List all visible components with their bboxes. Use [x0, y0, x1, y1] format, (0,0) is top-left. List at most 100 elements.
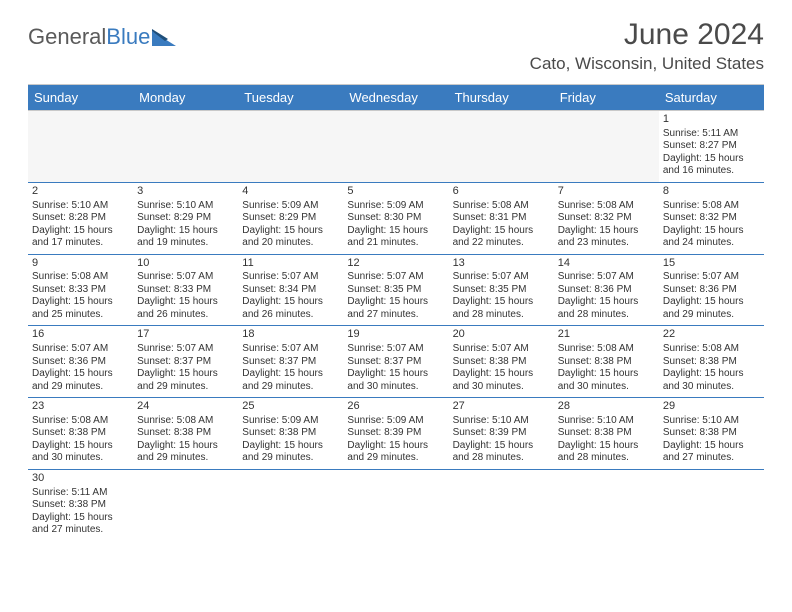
- daylight-line: Daylight: 15 hours and 27 minutes.: [347, 296, 444, 321]
- sunrise-line: Sunrise: 5:10 AM: [32, 200, 129, 213]
- calendar-week: 30Sunrise: 5:11 AMSunset: 8:38 PMDayligh…: [28, 470, 764, 541]
- day-number: 21: [558, 328, 655, 342]
- calendar-day-empty: [238, 470, 343, 541]
- weekday-header: Wednesday: [343, 85, 448, 110]
- weekday-header: Friday: [554, 85, 659, 110]
- sunrise-line: Sunrise: 5:10 AM: [453, 415, 550, 428]
- sunset-line: Sunset: 8:39 PM: [347, 427, 444, 440]
- calendar-day: 9Sunrise: 5:08 AMSunset: 8:33 PMDaylight…: [28, 255, 133, 326]
- sunrise-line: Sunrise: 5:08 AM: [32, 415, 129, 428]
- daylight-line: Daylight: 15 hours and 28 minutes.: [453, 296, 550, 321]
- sunset-line: Sunset: 8:38 PM: [453, 356, 550, 369]
- calendar-day: 24Sunrise: 5:08 AMSunset: 8:38 PMDayligh…: [133, 398, 238, 469]
- calendar-day: 25Sunrise: 5:09 AMSunset: 8:38 PMDayligh…: [238, 398, 343, 469]
- day-number: 22: [663, 328, 760, 342]
- calendar-day-empty: [343, 470, 448, 541]
- sunrise-line: Sunrise: 5:09 AM: [347, 200, 444, 213]
- calendar: SundayMondayTuesdayWednesdayThursdayFrid…: [28, 84, 764, 541]
- day-number: 18: [242, 328, 339, 342]
- sunset-line: Sunset: 8:37 PM: [347, 356, 444, 369]
- day-number: 20: [453, 328, 550, 342]
- daylight-line: Daylight: 15 hours and 29 minutes.: [32, 368, 129, 393]
- sunset-line: Sunset: 8:38 PM: [558, 356, 655, 369]
- sunset-line: Sunset: 8:35 PM: [453, 284, 550, 297]
- calendar-day: 28Sunrise: 5:10 AMSunset: 8:38 PMDayligh…: [554, 398, 659, 469]
- calendar-day-empty: [238, 111, 343, 182]
- sunrise-line: Sunrise: 5:07 AM: [137, 343, 234, 356]
- day-number: 12: [347, 257, 444, 271]
- sunset-line: Sunset: 8:34 PM: [242, 284, 339, 297]
- daylight-line: Daylight: 15 hours and 16 minutes.: [663, 153, 760, 178]
- calendar-day: 10Sunrise: 5:07 AMSunset: 8:33 PMDayligh…: [133, 255, 238, 326]
- day-number: 6: [453, 185, 550, 199]
- sunset-line: Sunset: 8:37 PM: [242, 356, 339, 369]
- weekday-header: Monday: [133, 85, 238, 110]
- daylight-line: Daylight: 15 hours and 29 minutes.: [137, 440, 234, 465]
- sunrise-line: Sunrise: 5:10 AM: [558, 415, 655, 428]
- calendar-day-empty: [659, 470, 764, 541]
- sunrise-line: Sunrise: 5:07 AM: [137, 271, 234, 284]
- day-number: 16: [32, 328, 129, 342]
- sunset-line: Sunset: 8:38 PM: [32, 427, 129, 440]
- day-number: 8: [663, 185, 760, 199]
- sunrise-line: Sunrise: 5:07 AM: [347, 271, 444, 284]
- calendar-day: 12Sunrise: 5:07 AMSunset: 8:35 PMDayligh…: [343, 255, 448, 326]
- day-number: 11: [242, 257, 339, 271]
- sunrise-line: Sunrise: 5:11 AM: [32, 487, 129, 500]
- calendar-day: 19Sunrise: 5:07 AMSunset: 8:37 PMDayligh…: [343, 326, 448, 397]
- calendar-day: 13Sunrise: 5:07 AMSunset: 8:35 PMDayligh…: [449, 255, 554, 326]
- sunrise-line: Sunrise: 5:07 AM: [453, 271, 550, 284]
- sunrise-line: Sunrise: 5:07 AM: [453, 343, 550, 356]
- daylight-line: Daylight: 15 hours and 29 minutes.: [663, 296, 760, 321]
- calendar-day: 27Sunrise: 5:10 AMSunset: 8:39 PMDayligh…: [449, 398, 554, 469]
- daylight-line: Daylight: 15 hours and 22 minutes.: [453, 225, 550, 250]
- calendar-day: 1Sunrise: 5:11 AMSunset: 8:27 PMDaylight…: [659, 111, 764, 182]
- sunset-line: Sunset: 8:29 PM: [242, 212, 339, 225]
- sunrise-line: Sunrise: 5:07 AM: [242, 271, 339, 284]
- calendar-day: 15Sunrise: 5:07 AMSunset: 8:36 PMDayligh…: [659, 255, 764, 326]
- calendar-day: 8Sunrise: 5:08 AMSunset: 8:32 PMDaylight…: [659, 183, 764, 254]
- weekday-header: Tuesday: [238, 85, 343, 110]
- daylight-line: Daylight: 15 hours and 27 minutes.: [32, 512, 129, 537]
- sunrise-line: Sunrise: 5:07 AM: [242, 343, 339, 356]
- daylight-line: Daylight: 15 hours and 29 minutes.: [242, 440, 339, 465]
- sunset-line: Sunset: 8:33 PM: [32, 284, 129, 297]
- sunrise-line: Sunrise: 5:08 AM: [558, 200, 655, 213]
- calendar-day-empty: [554, 470, 659, 541]
- sunset-line: Sunset: 8:38 PM: [137, 427, 234, 440]
- header: GeneralBlue June 2024 Cato, Wisconsin, U…: [28, 18, 764, 74]
- day-number: 28: [558, 400, 655, 414]
- sunrise-line: Sunrise: 5:11 AM: [663, 128, 760, 141]
- month-title: June 2024: [530, 18, 764, 52]
- sunrise-line: Sunrise: 5:08 AM: [663, 200, 760, 213]
- day-number: 29: [663, 400, 760, 414]
- calendar-day-empty: [28, 111, 133, 182]
- sunrise-line: Sunrise: 5:10 AM: [137, 200, 234, 213]
- day-number: 30: [32, 472, 129, 486]
- calendar-day-empty: [343, 111, 448, 182]
- sunrise-line: Sunrise: 5:08 AM: [453, 200, 550, 213]
- daylight-line: Daylight: 15 hours and 30 minutes.: [558, 368, 655, 393]
- calendar-day-empty: [554, 111, 659, 182]
- sunrise-line: Sunrise: 5:08 AM: [137, 415, 234, 428]
- sunset-line: Sunset: 8:30 PM: [347, 212, 444, 225]
- calendar-day-empty: [133, 111, 238, 182]
- weekday-header-row: SundayMondayTuesdayWednesdayThursdayFrid…: [28, 85, 764, 110]
- sunset-line: Sunset: 8:39 PM: [453, 427, 550, 440]
- daylight-line: Daylight: 15 hours and 30 minutes.: [663, 368, 760, 393]
- day-number: 5: [347, 185, 444, 199]
- daylight-line: Daylight: 15 hours and 29 minutes.: [242, 368, 339, 393]
- sunset-line: Sunset: 8:31 PM: [453, 212, 550, 225]
- daylight-line: Daylight: 15 hours and 27 minutes.: [663, 440, 760, 465]
- calendar-week: 9Sunrise: 5:08 AMSunset: 8:33 PMDaylight…: [28, 255, 764, 327]
- daylight-line: Daylight: 15 hours and 30 minutes.: [32, 440, 129, 465]
- logo-text-general: General: [28, 24, 106, 50]
- day-number: 2: [32, 185, 129, 199]
- day-number: 19: [347, 328, 444, 342]
- calendar-week: 16Sunrise: 5:07 AMSunset: 8:36 PMDayligh…: [28, 326, 764, 398]
- calendar-day: 18Sunrise: 5:07 AMSunset: 8:37 PMDayligh…: [238, 326, 343, 397]
- sunrise-line: Sunrise: 5:10 AM: [663, 415, 760, 428]
- calendar-day-empty: [449, 470, 554, 541]
- daylight-line: Daylight: 15 hours and 28 minutes.: [453, 440, 550, 465]
- day-number: 10: [137, 257, 234, 271]
